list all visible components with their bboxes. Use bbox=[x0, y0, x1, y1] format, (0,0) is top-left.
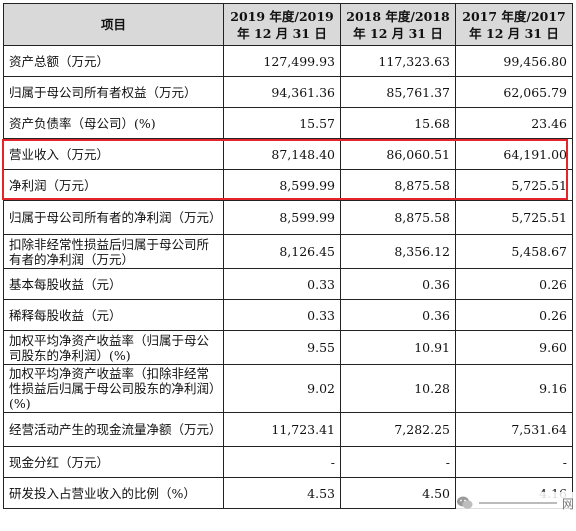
value-2019: 0.33 bbox=[223, 299, 341, 331]
value-2019: 87,148.40 bbox=[223, 138, 341, 170]
value-2018: 8,356.12 bbox=[340, 234, 456, 269]
value-2019: - bbox=[223, 446, 341, 478]
value-2019: 8,126.45 bbox=[223, 234, 341, 269]
header-item: 项目 bbox=[3, 3, 224, 46]
row-label: 经营活动产生的现金流量净额（万元） bbox=[3, 412, 224, 447]
value-2019: 94,361.36 bbox=[223, 76, 341, 108]
header-2019: 2019 年度/2019 年 12 月 31 日 bbox=[223, 3, 341, 46]
table-row: 加权平均净资产收益率（归属于母公司股东的净利润）(%) 9.55 10.91 9… bbox=[3, 330, 573, 365]
value-2017: 5,725.51 bbox=[455, 200, 573, 235]
value-2017: 0.26 bbox=[455, 268, 573, 300]
value-2017: 62,065.79 bbox=[455, 76, 573, 108]
header-2017: 2017 年度/2017 年 12 月 31 日 bbox=[455, 3, 573, 46]
value-2018: 85,761.37 bbox=[340, 76, 456, 108]
value-2017: 5,725.51 bbox=[455, 169, 573, 201]
row-label: 营业收入（万元） bbox=[3, 138, 224, 170]
table-row: 净利润（万元） 8,599.99 8,875.58 5,725.51 bbox=[3, 169, 573, 201]
value-2019: 4.53 bbox=[223, 477, 341, 509]
value-2019: 9.55 bbox=[223, 330, 341, 365]
value-2018: 8,875.58 bbox=[340, 169, 456, 201]
value-2018: 86,060.51 bbox=[340, 138, 456, 170]
row-label: 扣除非经常性损益后归属于母公司所有者的净利润（万元） bbox=[3, 234, 224, 269]
value-2019: 8,599.99 bbox=[223, 169, 341, 201]
value-2017: 23.46 bbox=[455, 107, 573, 139]
value-2018: - bbox=[340, 446, 456, 478]
value-2018: 7,282.25 bbox=[340, 412, 456, 447]
row-label: 归属于母公司所有者的净利润（万元） bbox=[3, 200, 224, 235]
watermark-text: 网 bbox=[561, 496, 574, 511]
table-row: 经营活动产生的现金流量净额（万元） 11,723.41 7,282.25 7,5… bbox=[3, 412, 573, 447]
value-2018: 10.91 bbox=[340, 330, 456, 365]
value-2018: 8,875.58 bbox=[340, 200, 456, 235]
value-2017: - bbox=[455, 446, 573, 478]
value-2019: 127,499.93 bbox=[223, 45, 341, 77]
header-2018: 2018 年度/2018 年 12 月 31 日 bbox=[340, 3, 456, 46]
value-2017: 9.60 bbox=[455, 330, 573, 365]
row-label: 净利润（万元） bbox=[3, 169, 224, 201]
row-label: 资产总额（万元） bbox=[3, 45, 224, 77]
table-row: 归属于母公司所有者权益（万元） 94,361.36 85,761.37 62,0… bbox=[3, 76, 573, 108]
watermark: 网 bbox=[456, 492, 574, 514]
table-row: 归属于母公司所有者的净利润（万元） 8,599.99 8,875.58 5,72… bbox=[3, 200, 573, 235]
row-label: 资产负债率（母公司）(%) bbox=[3, 107, 224, 139]
value-2018: 15.68 bbox=[340, 107, 456, 139]
value-2019: 15.57 bbox=[223, 107, 341, 139]
value-2019: 8,599.99 bbox=[223, 200, 341, 235]
value-2018: 4.50 bbox=[340, 477, 456, 509]
value-2018: 10.28 bbox=[340, 364, 456, 413]
value-2018: 0.36 bbox=[340, 268, 456, 300]
row-label: 稀释每股收益（元） bbox=[3, 299, 224, 331]
row-label: 加权平均净资产收益率（归属于母公司股东的净利润）(%) bbox=[3, 330, 224, 365]
table-header-row: 项目 2019 年度/2019 年 12 月 31 日 2018 年度/2018… bbox=[3, 3, 573, 46]
financial-table: 项目 2019 年度/2019 年 12 月 31 日 2018 年度/2018… bbox=[3, 3, 573, 509]
value-2017: 5,458.67 bbox=[455, 234, 573, 269]
value-2018: 0.36 bbox=[340, 299, 456, 331]
row-label: 归属于母公司所有者权益（万元） bbox=[3, 76, 224, 108]
table-row: 现金分红（万元） - - - bbox=[3, 446, 573, 478]
value-2017: 7,531.64 bbox=[455, 412, 573, 447]
value-2017: 9.16 bbox=[455, 364, 573, 413]
value-2019: 9.02 bbox=[223, 364, 341, 413]
table-row: 稀释每股收益（元） 0.33 0.36 0.26 bbox=[3, 299, 573, 331]
table-row: 营业收入（万元） 87,148.40 86,060.51 64,191.00 bbox=[3, 138, 573, 170]
row-label: 基本每股收益（元） bbox=[3, 268, 224, 300]
table-row: 扣除非经常性损益后归属于母公司所有者的净利润（万元） 8,126.45 8,35… bbox=[3, 234, 573, 269]
table-row: 加权平均净资产收益率（扣除非经常性损益后归属于母公司股东的净利润）(%) 9.0… bbox=[3, 364, 573, 413]
row-label: 现金分红（万元） bbox=[3, 446, 224, 478]
value-2018: 117,323.63 bbox=[340, 45, 456, 77]
row-label: 研发投入占营业收入的比例（%） bbox=[3, 477, 224, 509]
table-row: 资产负债率（母公司）(%) 15.57 15.68 23.46 bbox=[3, 107, 573, 139]
value-2017: 99,456.80 bbox=[455, 45, 573, 77]
row-label: 加权平均净资产收益率（扣除非经常性损益后归属于母公司股东的净利润）(%) bbox=[3, 364, 224, 413]
value-2019: 11,723.41 bbox=[223, 412, 341, 447]
table-row: 资产总额（万元） 127,499.93 117,323.63 99,456.80 bbox=[3, 45, 573, 77]
table-row: 基本每股收益（元） 0.33 0.36 0.26 bbox=[3, 268, 573, 300]
value-2017: 64,191.00 bbox=[455, 138, 573, 170]
value-2017: 0.26 bbox=[455, 299, 573, 331]
wechat-icon bbox=[456, 494, 474, 512]
value-2019: 0.33 bbox=[223, 268, 341, 300]
